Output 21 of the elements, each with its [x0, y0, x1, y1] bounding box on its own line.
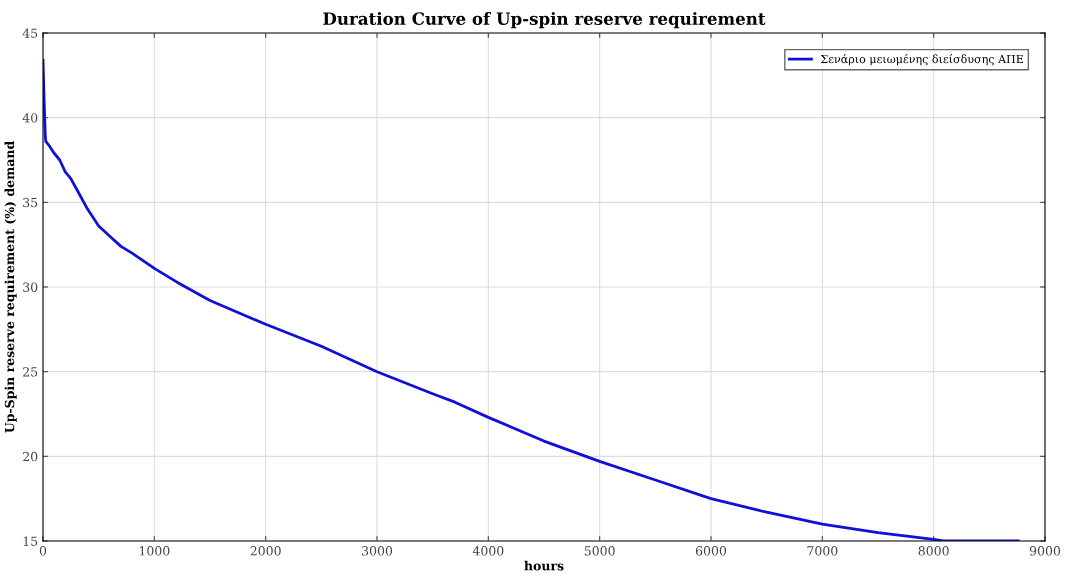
y-tick-label: 20: [23, 451, 38, 462]
x-axis-title: hours: [524, 560, 564, 571]
x-tick-label: 3000: [362, 546, 393, 556]
y-axis-title: Up-Spin reserve requirement (%) demand: [4, 141, 17, 433]
x-tick-label: 1000: [139, 546, 170, 556]
x-tick-label: 6000: [695, 546, 727, 556]
y-tick-label: 35: [23, 197, 38, 208]
x-tick-label: 0: [39, 546, 47, 556]
y-tick-label: 30: [23, 282, 38, 292]
legend-label: Σενάριο μειωμένης διείσδυσης ΑΠΕ: [820, 54, 1023, 66]
x-tick-label: 4000: [472, 546, 504, 556]
x-tick-label: 7000: [807, 546, 838, 556]
y-tick-label: 25: [23, 367, 38, 377]
y-tick-label: 15: [23, 536, 38, 546]
chart-title: Duration Curve of Up-spin reserve requirement: [323, 12, 766, 29]
y-tick-label: 40: [22, 113, 38, 123]
x-tick-label: 5000: [584, 546, 615, 556]
y-tick-label: 45: [22, 28, 38, 38]
x-tick-label: 9000: [1029, 546, 1061, 556]
x-tick-label: 8000: [918, 546, 949, 556]
x-tick-label: 2000: [250, 546, 281, 556]
